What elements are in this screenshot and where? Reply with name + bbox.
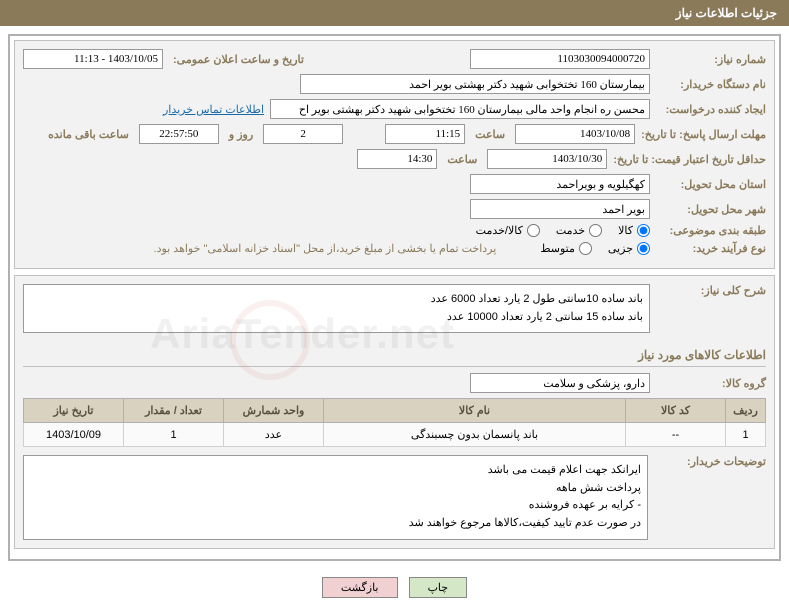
- th-name: نام کالا: [324, 399, 626, 423]
- page-title: جزئیات اطلاعات نیاز: [676, 6, 777, 20]
- validity-time-field[interactable]: [357, 149, 437, 169]
- process-label: نوع فرآیند خرید:: [656, 242, 766, 255]
- deadline-time-field[interactable]: [385, 124, 465, 144]
- main-frame: شماره نیاز: تاریخ و ساعت اعلان عمومی: نا…: [8, 34, 781, 561]
- cell-name: باند پانسمان بدون چسبندگی: [324, 423, 626, 447]
- province-label: استان محل تحویل:: [656, 178, 766, 191]
- th-date: تاریخ نیاز: [24, 399, 124, 423]
- cell-qty: 1: [124, 423, 224, 447]
- cat-both-label: کالا/خدمت: [476, 224, 523, 237]
- general-panel: شرح کلی نیاز: باند ساده 10سانتی طول 2 یا…: [14, 275, 775, 549]
- category-label: طبقه بندی موضوعی:: [656, 224, 766, 237]
- th-row: ردیف: [726, 399, 766, 423]
- announce-label: تاریخ و ساعت اعلان عمومی:: [169, 53, 308, 66]
- buyer-label: نام دستگاه خریدار:: [656, 78, 766, 91]
- contact-link[interactable]: اطلاعات تماس خریدار: [163, 103, 264, 116]
- remaining-label: ساعت باقی مانده: [44, 128, 133, 141]
- deadline-date-field[interactable]: [515, 124, 635, 144]
- city-field[interactable]: [470, 199, 650, 219]
- general-line1: باند ساده 10سانتی طول 2 یارد تعداد 6000 …: [30, 291, 643, 309]
- validity-label: حداقل تاریخ اعتبار قیمت: تا تاریخ:: [613, 153, 766, 166]
- validity-date-field[interactable]: [487, 149, 607, 169]
- proc-minor-radio[interactable]: [637, 242, 650, 255]
- general-desc-box: باند ساده 10سانتی طول 2 یارد تعداد 6000 …: [23, 284, 650, 333]
- time-label-1: ساعت: [471, 128, 509, 141]
- print-button[interactable]: چاپ: [409, 577, 468, 598]
- th-qty: تعداد / مقدار: [124, 399, 224, 423]
- cell-unit: عدد: [224, 423, 324, 447]
- buyer-field[interactable]: [300, 74, 650, 94]
- goods-section-title: اطلاعات کالاهای مورد نیاز: [23, 344, 766, 367]
- city-label: شهر محل تحویل:: [656, 203, 766, 216]
- general-title-label: شرح کلی نیاز:: [656, 284, 766, 297]
- notes-line1: ایرانکد جهت اعلام قیمت می باشد: [30, 462, 641, 480]
- need-number-field[interactable]: [470, 49, 650, 69]
- notes-line3: - کرایه بر عهده فروشنده: [30, 497, 641, 515]
- deadline-label: مهلت ارسال پاسخ: تا تاریخ:: [641, 128, 766, 141]
- info-panel: شماره نیاز: تاریخ و ساعت اعلان عمومی: نا…: [14, 40, 775, 269]
- cat-both-radio[interactable]: [527, 224, 540, 237]
- button-row: چاپ بازگشت: [0, 569, 789, 610]
- announce-field[interactable]: [23, 49, 163, 69]
- process-radios: جزیی متوسط: [528, 242, 650, 255]
- goods-table: ردیف کد کالا نام کالا واحد شمارش تعداد /…: [23, 398, 766, 447]
- cell-row: 1: [726, 423, 766, 447]
- province-field[interactable]: [470, 174, 650, 194]
- requester-field[interactable]: [270, 99, 650, 119]
- cat-service-radio[interactable]: [589, 224, 602, 237]
- proc-medium-radio[interactable]: [579, 242, 592, 255]
- time-label-2: ساعت: [443, 153, 481, 166]
- notes-line4: در صورت عدم تایید کیفیت،کالاها مرجوع خوا…: [30, 515, 641, 533]
- page-header: جزئیات اطلاعات نیاز: [0, 0, 789, 26]
- cat-goods-radio[interactable]: [637, 224, 650, 237]
- table-row[interactable]: 1 -- باند پانسمان بدون چسبندگی عدد 1 140…: [24, 423, 766, 447]
- days-field[interactable]: [263, 124, 343, 144]
- requester-label: ایجاد کننده درخواست:: [656, 103, 766, 116]
- days-and-label: روز و: [225, 128, 257, 141]
- group-field[interactable]: [470, 373, 650, 393]
- countdown-field: [139, 124, 219, 144]
- payment-note: پرداخت تمام یا بخشی از مبلغ خرید،از محل …: [154, 242, 497, 255]
- th-unit: واحد شمارش: [224, 399, 324, 423]
- cat-service-label: خدمت: [556, 224, 585, 237]
- general-line2: باند ساده 15 سانتی 2 یارد تعداد 10000 عد…: [30, 309, 643, 327]
- cell-date: 1403/10/09: [24, 423, 124, 447]
- cell-code: --: [626, 423, 726, 447]
- cat-goods-label: کالا: [618, 224, 633, 237]
- proc-medium-label: متوسط: [540, 242, 575, 255]
- proc-minor-label: جزیی: [608, 242, 633, 255]
- need-number-label: شماره نیاز:: [656, 53, 766, 66]
- notes-label: توضیحات خریدار:: [656, 455, 766, 468]
- group-label: گروه کالا:: [656, 377, 766, 390]
- notes-line2: پرداخت شش ماهه: [30, 480, 641, 498]
- th-code: کد کالا: [626, 399, 726, 423]
- category-radios: کالا خدمت کالا/خدمت: [464, 224, 650, 237]
- back-button[interactable]: بازگشت: [322, 577, 398, 598]
- notes-box: ایرانکد جهت اعلام قیمت می باشد پرداخت شش…: [23, 455, 648, 539]
